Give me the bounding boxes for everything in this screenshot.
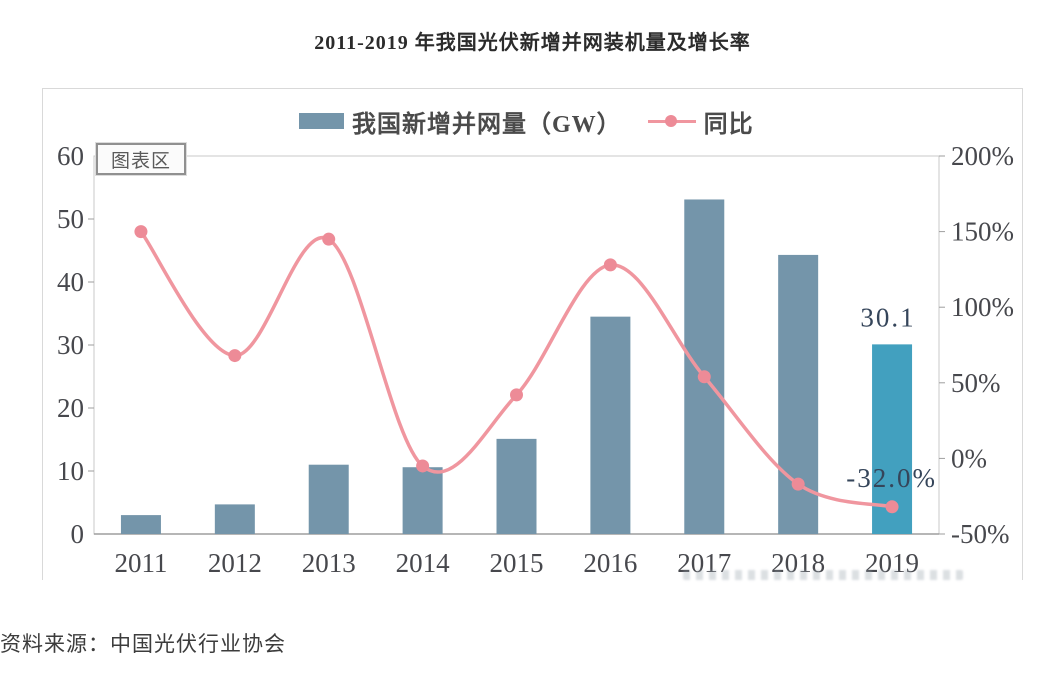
line-point-2018: [791, 477, 805, 491]
chart-card: 我国新增并网量（GW） 同比 图表区 60 50 40 30 20 10 0 200% 150%…: [42, 88, 1023, 580]
data-label-2019-line: -32.0%: [846, 463, 937, 493]
line-point-2011: [134, 225, 148, 239]
x-axis-label-2016: 2016: [583, 548, 637, 578]
legend: 我国新增并网量（GW） 同比: [299, 104, 754, 138]
bar-2012: [214, 504, 255, 534]
x-axis-label-2015: 2015: [490, 548, 544, 578]
line-series-marker: [647, 114, 696, 128]
x-axis-label-2011: 2011: [114, 548, 167, 578]
bar-2016: [590, 316, 631, 534]
right-axis-label: 100%: [951, 292, 1014, 322]
right-axis-label: -50%: [951, 519, 1009, 549]
right-axis-label: 200%: [951, 141, 1014, 171]
line-marker-dot: [664, 115, 677, 127]
left-axis-label: 50: [57, 204, 84, 234]
data-label-2019-bar: 30.1: [860, 302, 915, 332]
legend-item-bars: 我国新增并网量（GW）: [299, 104, 622, 139]
left-axis-label: 10: [57, 456, 84, 486]
left-axis-label: 60: [57, 141, 84, 171]
x-axis-label-2013: 2013: [302, 548, 356, 578]
bar-2017: [684, 199, 725, 534]
x-axis-label-2017: 2017: [677, 548, 731, 578]
right-axis-label: 150%: [951, 217, 1014, 247]
left-axis-label: 0: [71, 519, 85, 549]
line-point-2017: [697, 370, 711, 384]
bar-2014: [402, 467, 443, 534]
x-axis-label-2018: 2018: [771, 548, 825, 578]
left-axis-label: 40: [57, 267, 84, 297]
plot-area-tag[interactable]: 图表区: [95, 142, 187, 176]
chart-plot: 60 50 40 30 20 10 0 200% 150% 100% 50% 0% -50% 2011 20…: [57, 141, 1014, 578]
line-point-2016: [603, 258, 617, 272]
x-axis-label-2012: 2012: [208, 548, 262, 578]
growth-line: [139, 230, 893, 509]
source-note: 资料来源：中国光伏行业协会: [0, 633, 286, 656]
bar-2013: [308, 464, 349, 534]
line-point-2012: [228, 349, 242, 363]
bar-2015: [496, 438, 537, 534]
right-axis-label: 0%: [951, 443, 987, 473]
chart-title: 2011-2019 年我国光伏新增并网装机量及增长率: [314, 32, 751, 54]
x-axis-label-2019: 2019: [865, 548, 919, 578]
line-point-2019: [885, 500, 899, 514]
bar-series-label: 我国新增并网量（GW）: [352, 111, 622, 138]
bar-2011: [120, 515, 161, 534]
legend-item-line: 同比: [647, 104, 754, 139]
line-point-2014: [416, 459, 430, 473]
x-axis-label-2014: 2014: [396, 548, 451, 578]
line-series-label: 同比: [703, 111, 754, 138]
line-point-2015: [510, 388, 523, 402]
line-point-2013: [322, 232, 336, 246]
left-axis-label: 30: [57, 330, 84, 360]
bar-series-swatch: [299, 113, 344, 129]
left-axis-label: 20: [57, 393, 84, 423]
right-axis-label: 50%: [951, 368, 1001, 398]
cropped-watermark: [683, 570, 963, 580]
